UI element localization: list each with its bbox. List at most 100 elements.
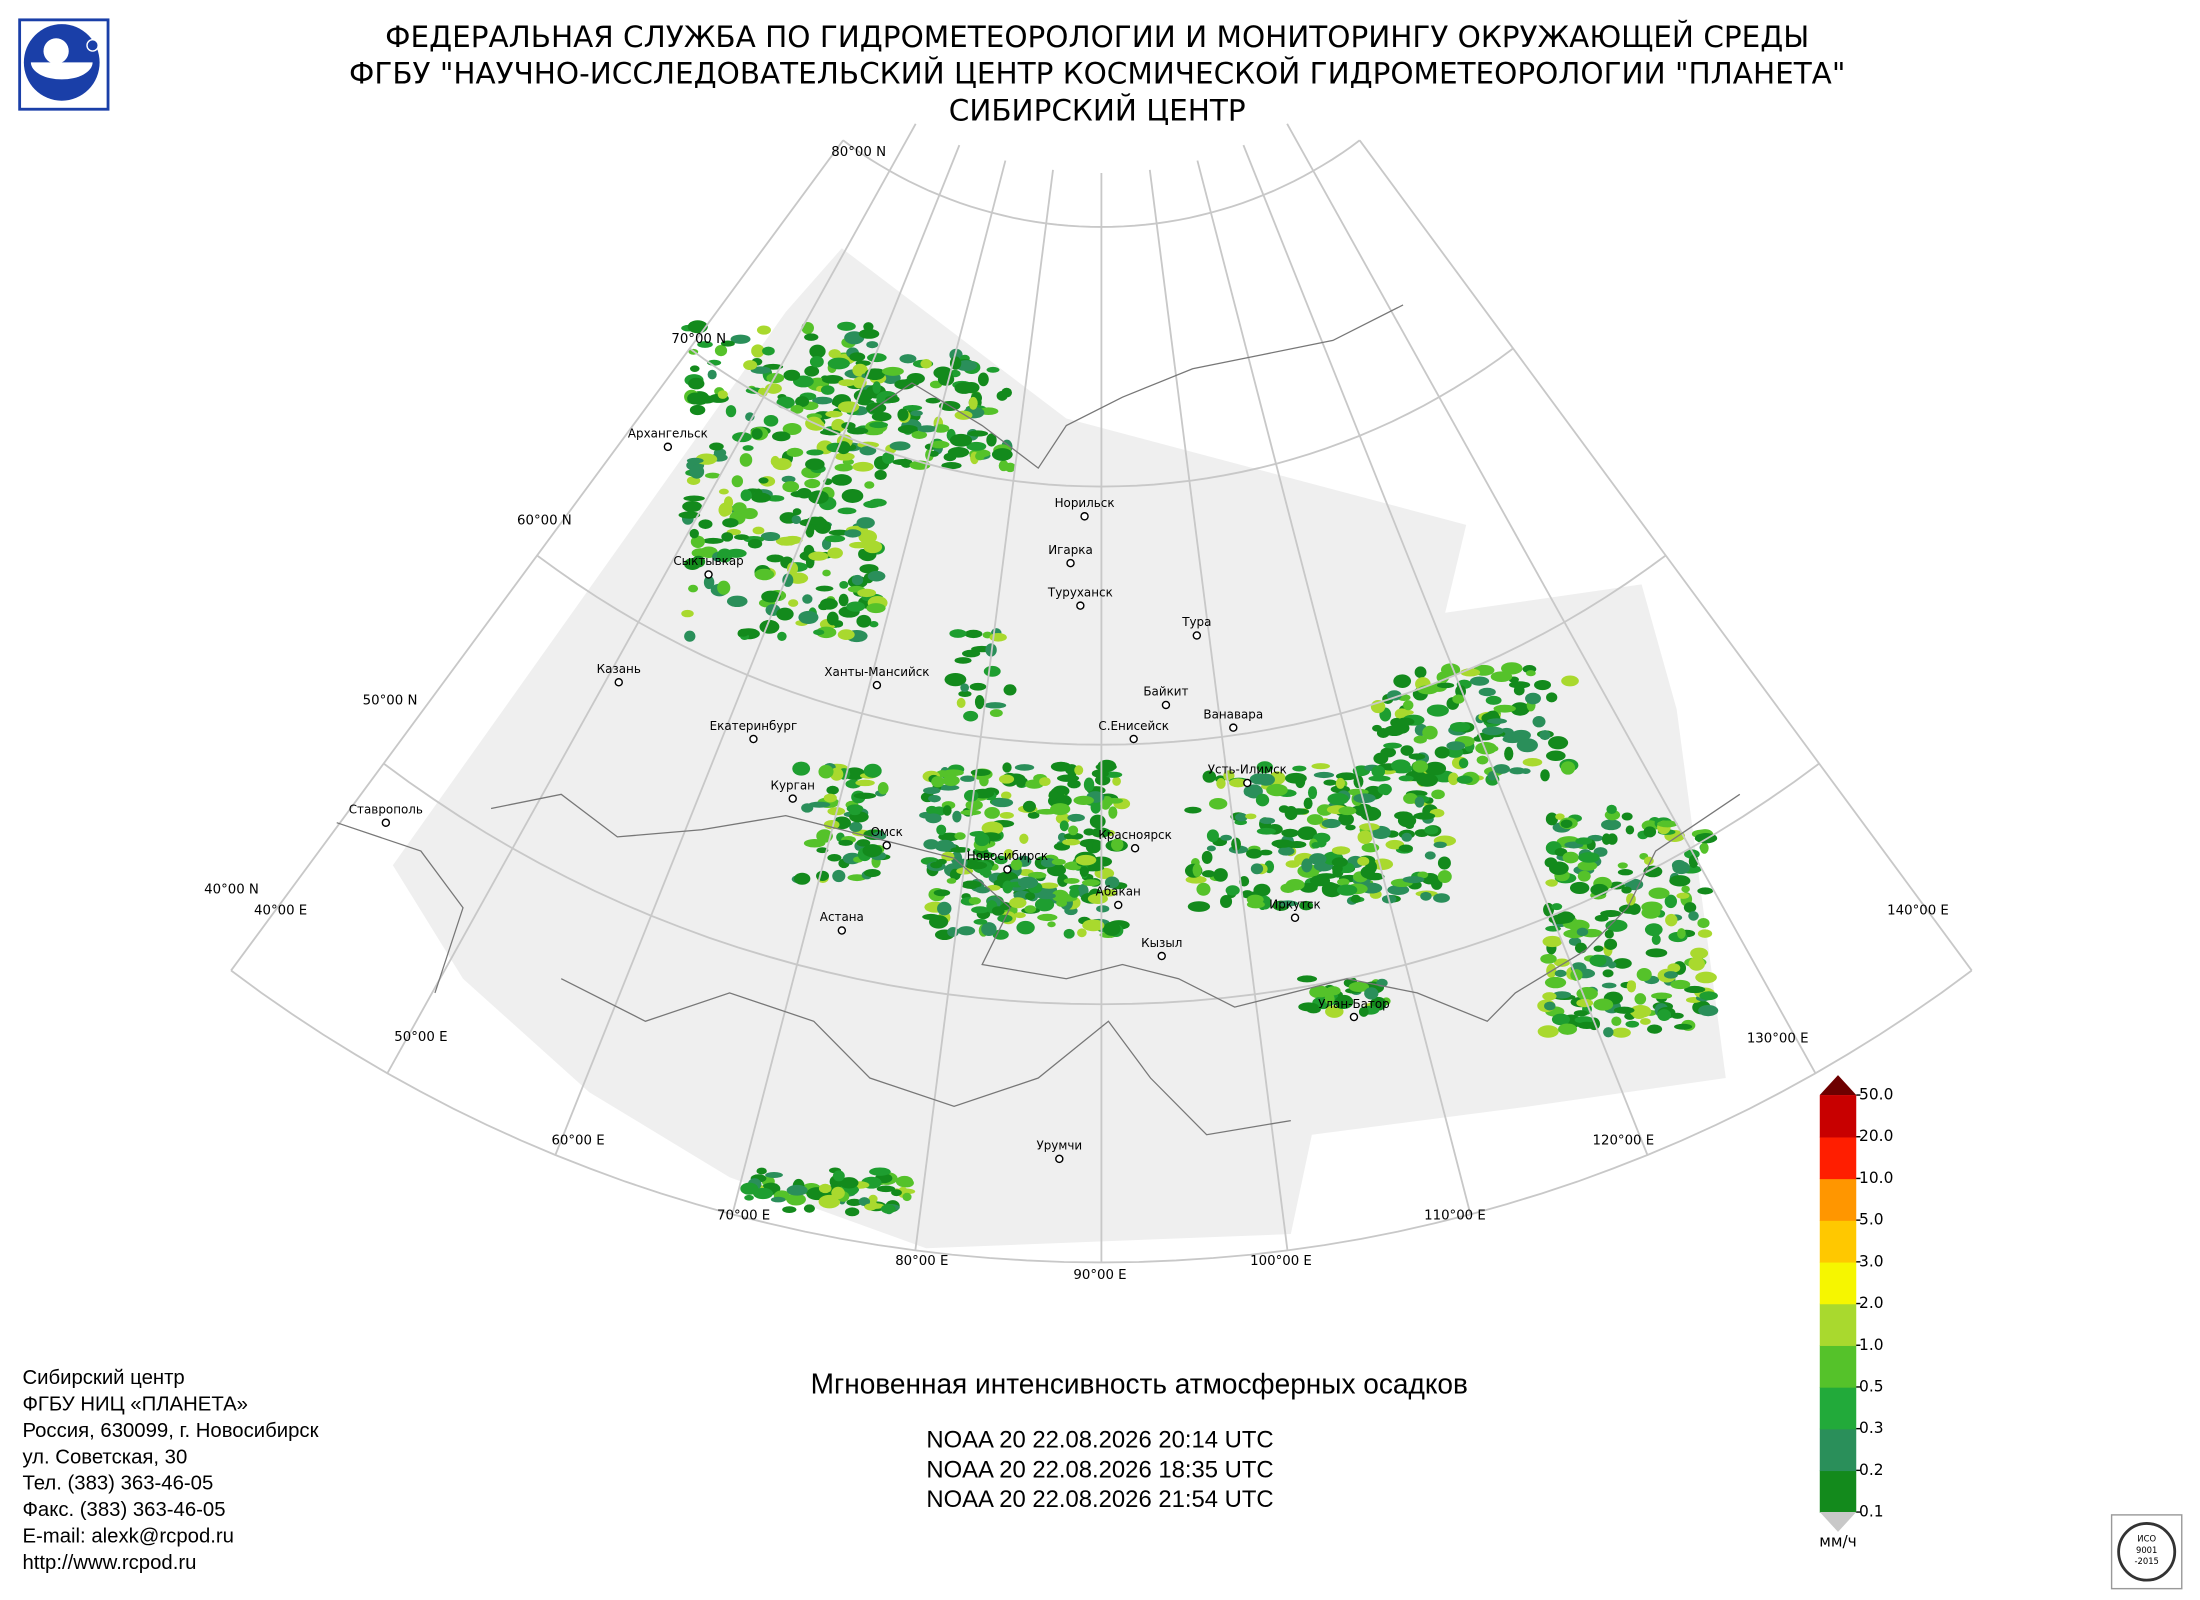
rain-cell	[698, 519, 713, 529]
rain-cell	[1604, 929, 1614, 939]
rain-cell	[954, 657, 972, 664]
rain-cell	[824, 535, 846, 543]
rain-cell	[1297, 826, 1317, 841]
lon-label: 50°00 E	[394, 1030, 447, 1045]
rain-cell	[1377, 783, 1392, 795]
rain-cell	[1002, 762, 1012, 773]
rain-cell	[1336, 884, 1358, 896]
rain-cell	[1016, 920, 1035, 935]
rain-cell	[849, 821, 863, 832]
contact-line: Факс. (383) 363-46-05	[22, 1498, 225, 1521]
rain-cell	[1014, 764, 1035, 771]
rain-cell	[1417, 871, 1429, 879]
city-label: Байкит	[1143, 685, 1188, 699]
rain-cell	[1511, 729, 1531, 741]
rain-cell	[926, 805, 938, 815]
rain-cell	[1306, 1005, 1321, 1014]
rain-cell	[1688, 956, 1705, 971]
rain-cell	[752, 526, 765, 535]
rain-cell	[837, 321, 856, 331]
lon-label: 40°00 E	[254, 904, 307, 919]
rain-cell	[1365, 872, 1385, 881]
rain-cell	[782, 422, 802, 436]
rain-cell	[866, 341, 879, 349]
rain-cell	[925, 397, 941, 404]
legend-label: 1.0	[1859, 1336, 1884, 1354]
rain-cell	[1372, 724, 1382, 732]
rain-cell	[1348, 981, 1370, 992]
rain-cell	[928, 450, 939, 457]
rain-cell	[1303, 797, 1313, 810]
rain-cell	[1018, 876, 1039, 889]
city-label: Ванавара	[1203, 707, 1263, 721]
rain-cell	[902, 1192, 912, 1202]
rain-cell	[1560, 819, 1573, 829]
rain-cell	[1074, 765, 1084, 776]
rain-cell	[1436, 671, 1450, 684]
rain-cell	[1400, 745, 1414, 756]
rain-cell	[1312, 985, 1329, 998]
lat-label: 50°00 N	[363, 694, 418, 709]
city-label: Норильск	[1055, 496, 1115, 510]
rain-cell	[956, 867, 974, 875]
rain-cell	[942, 775, 960, 787]
rain-cell	[838, 839, 853, 846]
city-dot	[1161, 700, 1171, 710]
rain-cell	[821, 375, 844, 384]
rain-cell	[1542, 992, 1557, 1001]
rain-cell	[1398, 775, 1414, 782]
city-dot	[872, 680, 882, 690]
rain-cell	[967, 430, 989, 437]
rain-cell	[826, 785, 839, 795]
legend-label: 20.0	[1859, 1127, 1893, 1145]
rain-cell	[1520, 768, 1531, 774]
rain-cell	[846, 804, 864, 813]
rain-cell	[1083, 777, 1095, 792]
rain-cell	[889, 441, 911, 451]
rain-cell	[841, 488, 864, 503]
rain-cell	[1063, 832, 1084, 841]
rain-cell	[1611, 1016, 1622, 1026]
rain-cell	[858, 328, 880, 339]
rain-cell	[1403, 793, 1418, 804]
rain-cell	[895, 1175, 914, 1188]
rain-cell	[928, 794, 941, 803]
rain-cell	[819, 429, 841, 436]
rain-cell	[1393, 674, 1412, 688]
city-label: Ставрополь	[349, 802, 423, 816]
rain-cell	[1634, 993, 1647, 1005]
rain-cell	[1245, 813, 1257, 820]
rain-cell	[1549, 861, 1569, 876]
rain-cell	[1278, 846, 1295, 856]
rain-cell	[965, 861, 988, 870]
rain-cell	[986, 366, 1000, 373]
rain-cell	[751, 344, 765, 358]
pass-line: NOAA 20 22.08.2026 20:14 UTC	[926, 1426, 1273, 1453]
rain-cell	[984, 702, 1007, 709]
city-dot	[1349, 1012, 1359, 1022]
rain-cell	[683, 495, 705, 502]
rain-cell	[1192, 863, 1202, 877]
rain-cell	[1544, 1001, 1556, 1011]
rain-cell	[1546, 879, 1558, 887]
rain-cell	[1452, 694, 1465, 704]
rain-cell	[831, 1186, 845, 1200]
rain-cell	[947, 446, 970, 458]
rain-cell	[1677, 928, 1686, 939]
rain-cell	[782, 1206, 797, 1214]
city-label: Урумчи	[1036, 1139, 1082, 1153]
rain-cell	[689, 404, 706, 416]
rain-cell	[750, 366, 772, 374]
rain-cell	[730, 334, 751, 344]
rain-cell	[1025, 892, 1036, 901]
rain-cell	[1256, 761, 1274, 774]
rain-cell	[1196, 882, 1211, 896]
rain-cell	[1246, 894, 1264, 905]
rain-cell	[1372, 858, 1394, 870]
rain-cell	[960, 775, 976, 782]
precipitation	[678, 320, 1719, 1217]
rain-cell	[707, 369, 717, 380]
rain-cell	[1574, 942, 1587, 954]
rain-cell	[777, 631, 787, 641]
rain-cell	[1446, 741, 1466, 751]
